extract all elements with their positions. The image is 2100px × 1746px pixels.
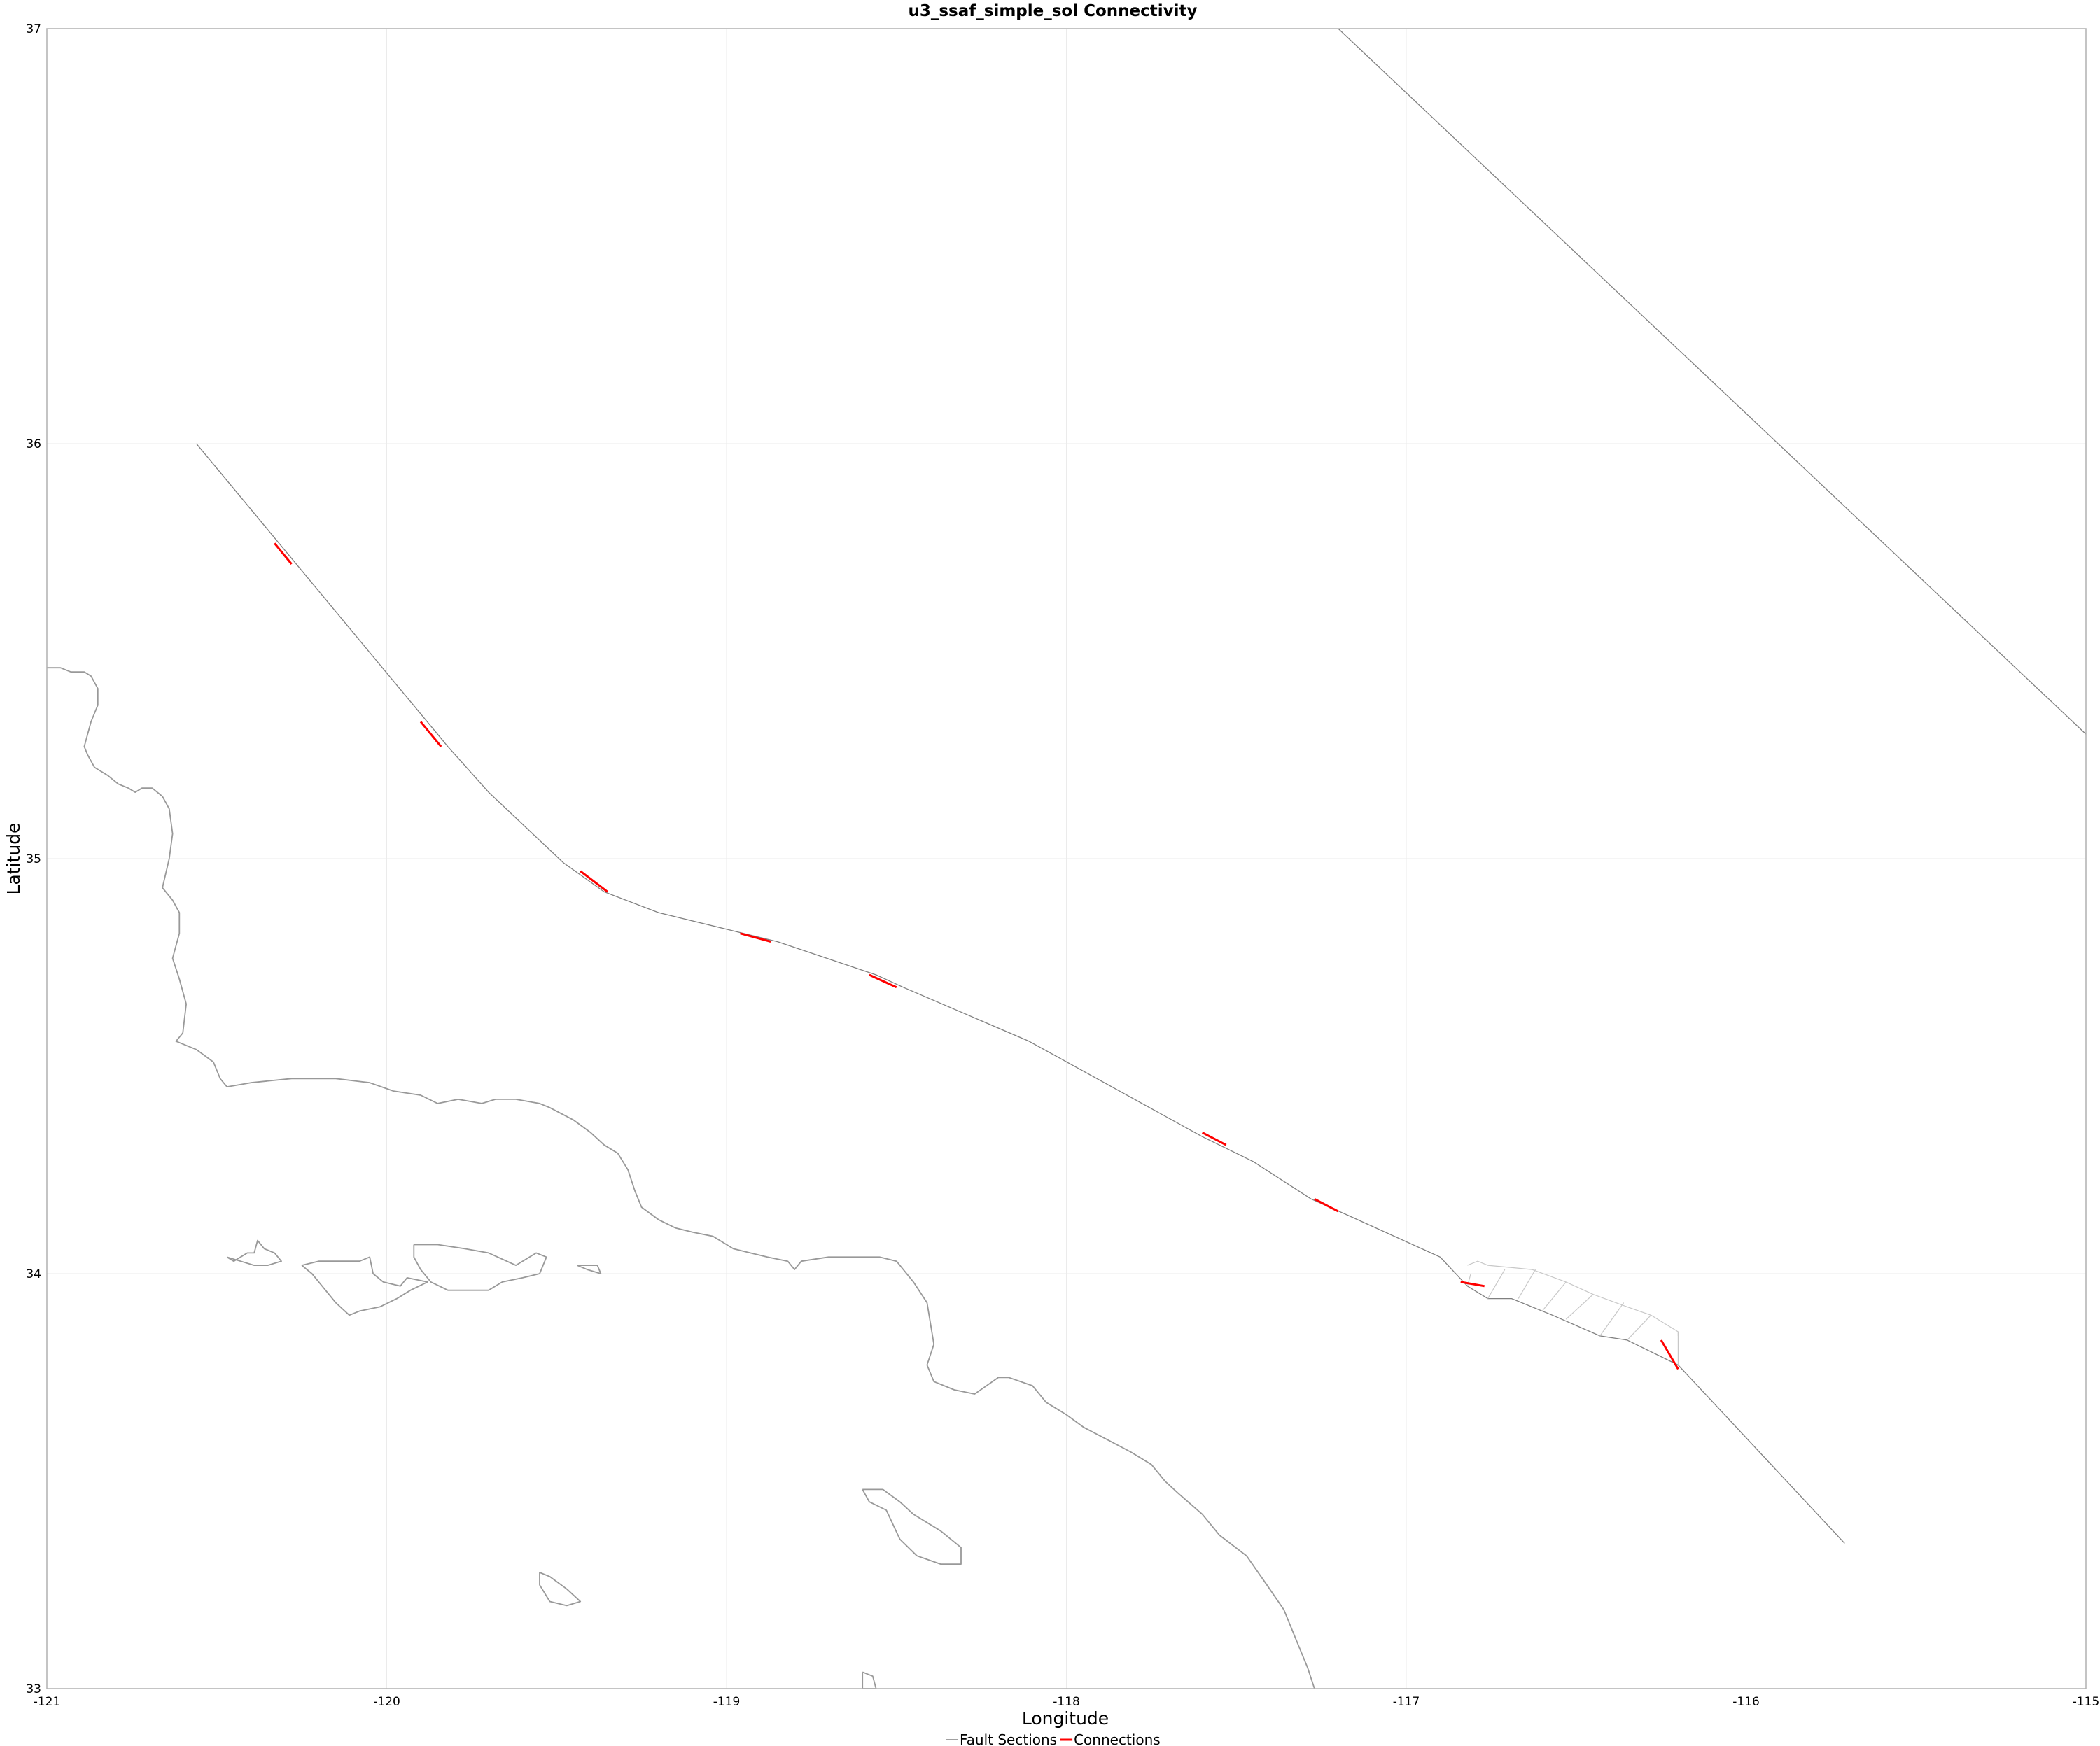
- series-1-line-2: [1487, 1269, 1506, 1299]
- series-1-line-0: [1467, 1260, 1679, 1336]
- y-axis: 33 34 35 36 37: [26, 22, 41, 1696]
- x-tick-label: -118: [1053, 1695, 1080, 1709]
- y-tick-label: 37: [26, 22, 41, 36]
- legend-label-0: Fault Sections: [960, 1731, 1057, 1746]
- y-tick-label: 35: [26, 852, 41, 866]
- x-tick-label: -116: [1732, 1695, 1760, 1709]
- series-3-line-1: [226, 1239, 282, 1266]
- x-axis: -121 -120 -119 -118 -117 -116 -115: [34, 1695, 2100, 1709]
- series-1-line-3: [1518, 1269, 1536, 1299]
- series-2-line-3: [740, 932, 771, 943]
- series-2-line-6: [1314, 1197, 1339, 1213]
- x-tick-label: -115: [2073, 1695, 2100, 1709]
- series-2-line-4: [869, 973, 897, 989]
- x-tick-label: -120: [373, 1695, 400, 1709]
- series-1-line-5: [1565, 1294, 1594, 1320]
- y-axis-label: Latitude: [4, 823, 24, 895]
- x-tick-label: -121: [34, 1695, 61, 1709]
- series-3-line-4: [577, 1265, 602, 1274]
- series-1-line-7: [1627, 1314, 1652, 1341]
- x-axis-label: Longitude: [1022, 1708, 1109, 1729]
- series-0-line-0: [196, 443, 1845, 1544]
- y-tick-label: 34: [26, 1267, 41, 1281]
- plot-frame: [46, 28, 2087, 1689]
- series-2-line-7: [1460, 1281, 1485, 1288]
- series-1: [1466, 1260, 1679, 1365]
- series-3-line-0: [47, 667, 1315, 1689]
- series-0-line-1: [1338, 28, 2087, 735]
- legend: Fault Sections Connections: [946, 1731, 1161, 1746]
- chart-title: u3_ssaf_simple_sol Connectivity: [908, 2, 1197, 20]
- plot-area: [47, 28, 2087, 1689]
- series-2-line-5: [1202, 1132, 1227, 1146]
- series-2-line-8: [1660, 1339, 1679, 1370]
- x-tick-label: -117: [1393, 1695, 1420, 1709]
- legend-label-1: Connections: [1074, 1731, 1161, 1746]
- series-2-line-0: [274, 542, 293, 565]
- series-0: [196, 28, 2087, 1544]
- series-3-line-6: [539, 1572, 582, 1607]
- series-1-line-6: [1600, 1302, 1625, 1337]
- series-2-line-2: [580, 870, 609, 893]
- series-3: [47, 667, 1315, 1689]
- y-tick-label: 36: [26, 437, 41, 451]
- y-tick-label: 33: [26, 1682, 41, 1696]
- series-2: [274, 542, 1679, 1370]
- series-3-line-3: [413, 1244, 547, 1291]
- series-3-line-2: [301, 1256, 428, 1316]
- x-tick-label: -119: [713, 1695, 741, 1709]
- series-3-line-5: [862, 1488, 962, 1565]
- series-1-line-4: [1541, 1281, 1567, 1311]
- series-2-line-1: [419, 721, 442, 747]
